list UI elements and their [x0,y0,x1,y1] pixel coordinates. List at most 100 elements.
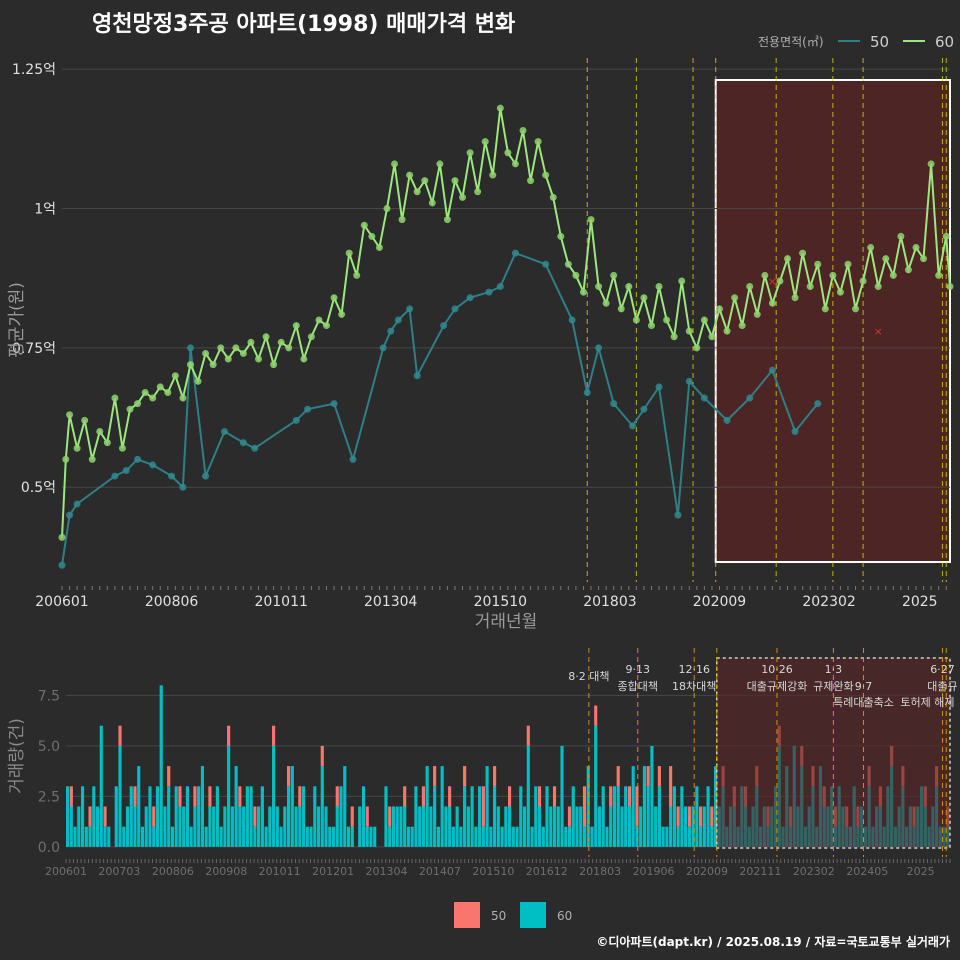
bar-60 [515,826,519,847]
data-point-60 [610,271,618,279]
data-point-60 [829,271,837,279]
bar-60 [474,826,478,847]
x-marker: × [874,325,883,338]
bar-60 [403,806,407,847]
bar-60 [433,786,437,847]
series-line-60 [61,108,951,538]
data-point-60 [466,149,474,157]
bar-60 [414,786,418,847]
bar-60 [95,806,100,847]
bar-60 [388,826,392,847]
bar-50 [152,806,156,827]
data-point-60 [247,338,255,346]
bar-60 [84,826,88,847]
data-point-50 [394,316,402,324]
bar-60 [384,786,388,847]
bar-60 [324,806,328,847]
data-point-60 [254,355,262,363]
bar-50 [463,766,467,787]
y-tick-label: 0.5억 [21,480,56,496]
data-point-60 [549,193,557,201]
data-point-60 [579,288,587,296]
data-point-50 [304,405,312,413]
data-point-60 [731,294,739,302]
bar-60 [148,786,152,847]
chart-title: 영천망정3주공 아파트(1998) 매매가격 변화 [92,12,516,37]
data-point-60 [655,283,663,291]
legend-label-50: 50 [870,33,889,51]
bar-60 [159,685,163,847]
data-point-60 [897,232,905,240]
policy-annotation: 12·16 [678,663,710,676]
x-tick-label: 201201 [312,865,354,878]
bar-60 [200,766,204,847]
policy-annotation: 토허제 해제 [900,695,954,709]
data-point-50 [768,366,776,374]
data-point-50 [330,400,338,408]
data-point-60 [315,316,323,324]
bar-50 [238,786,242,807]
bar-60 [590,826,594,847]
bar-60 [309,826,313,847]
bar-50 [365,806,369,827]
data-point-60 [285,344,293,352]
data-point-60 [194,377,202,385]
bar-60 [339,786,343,847]
credit-text: ©디아파트(dapt.kr) / 2025.08.19 / 자료=국토교통부 실… [596,935,950,949]
policy-annotation: 9·7 [855,680,873,693]
bar-60 [249,786,253,847]
bar-50 [208,786,212,807]
data-point-60 [572,271,580,279]
bar-50 [272,725,276,746]
bar-50 [493,766,497,787]
policy-annotation: 10·26 [761,663,793,676]
data-point-60 [693,344,701,352]
bar-60 [714,766,718,847]
bar-50 [335,786,339,807]
bar-60 [305,826,309,847]
data-point-60 [118,444,126,452]
bar-60 [478,786,482,847]
bar-60 [264,826,268,847]
bar-60 [530,826,534,847]
bar-60 [537,806,542,847]
data-point-60 [436,160,444,168]
x-tick-label: 202302 [793,865,835,878]
x-tick-label: 202009 [686,865,728,878]
data-point-60 [852,305,860,313]
data-point-50 [640,405,648,413]
policy-annotation: 특례대출축소 [833,696,894,709]
policy-annotation: 1·3 [825,663,843,676]
bar-60 [298,806,302,847]
data-point-60 [821,305,829,313]
bar-50 [287,766,291,787]
bar-60 [425,766,429,847]
bar-60 [346,826,351,847]
bar-60 [594,725,598,847]
data-point-50 [511,249,519,257]
data-point-60 [209,361,217,369]
data-point-60 [511,160,519,168]
data-point-60 [88,455,96,463]
bar-60 [350,826,354,847]
data-point-50 [674,511,682,519]
bar-60 [579,806,583,847]
bar-60 [526,745,530,847]
data-point-60 [141,388,149,396]
bar-50 [118,725,122,746]
volume-chart: 0.0 2.5 5.0 7.5 8·2 대책 9·13 종합대책 12·16 18차대책 10·2… [7,648,958,928]
data-point-60 [806,283,814,291]
bar-60 [635,826,639,847]
bar-60 [493,786,497,847]
data-point-60 [360,221,368,229]
bar-60 [706,786,710,847]
y-axis-title: 평균가(원) [7,282,27,358]
data-point-60 [496,104,504,112]
bar-60 [639,806,643,847]
data-point-60 [927,160,935,168]
bar-60 [358,806,362,847]
bar-60 [429,806,433,847]
bar-60 [500,826,504,847]
bar-50 [669,766,673,807]
bar-50 [676,806,680,827]
